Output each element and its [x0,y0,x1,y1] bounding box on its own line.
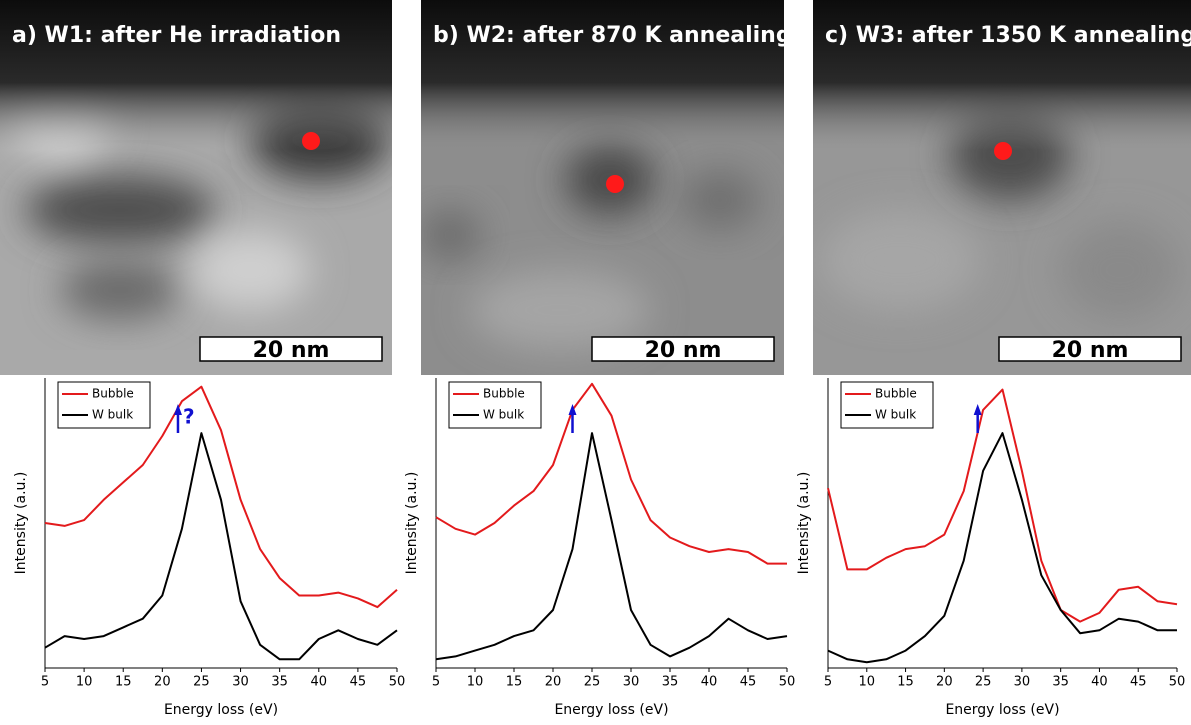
x-tick-label: 5 [41,675,49,690]
arrow-head [568,404,577,415]
x-tick-label: 25 [584,675,601,690]
x-tick-label: 40 [1091,675,1108,690]
spectrum-line [44,385,398,609]
panel-title: b) W2: after 870 K annealing [433,23,792,48]
x-tick-label: 5 [432,675,440,690]
x-axis-label: Energy loss (eV) [164,702,278,718]
x-tick-label: 30 [623,675,640,690]
x-tick-label: 30 [232,675,249,690]
x-tick-label: 15 [506,675,523,690]
probe-marker [302,132,320,150]
x-tick-label: 45 [740,675,757,690]
annotation: ? [183,405,195,429]
micrograph [0,0,392,375]
scale-bar-label: 20 nm [1052,338,1129,363]
legend-label: Bubble [875,387,917,401]
x-tick-label: 25 [193,675,210,690]
probe-marker [606,175,624,193]
x-tick-label: 10 [467,675,484,690]
x-tick-label: 35 [271,675,288,690]
legend-box [448,381,542,429]
legend-label: Bubble [92,387,134,401]
x-tick-label: 30 [1014,675,1031,690]
scale-bar [998,336,1182,362]
legend-label: W bulk [92,408,133,422]
x-tick-label: 20 [936,675,953,690]
x-axis-label: Energy loss (eV) [554,702,668,718]
x-tick-label: 20 [545,675,562,690]
image-top-dark [421,0,784,375]
x-tick-label: 20 [154,675,171,690]
arrow-head [973,404,982,415]
spectrum-line [827,432,1177,664]
micrograph [813,0,1191,375]
scale-bar-label: 20 nm [645,338,722,363]
panel-title: a) W1: after He irradiation [12,23,341,48]
x-tick-label: 5 [824,675,832,690]
x-tick-label: 10 [76,675,93,690]
x-tick-label: 50 [1169,675,1186,690]
spectrum-line [435,432,788,661]
x-tick-label: 40 [701,675,718,690]
image-top-dark [0,0,392,375]
x-tick-label: 35 [662,675,679,690]
probe-marker [994,142,1012,160]
scale-bar [591,336,775,362]
micrograph [421,0,784,375]
legend-label: Bubble [483,387,525,401]
x-tick-label: 35 [1052,675,1069,690]
x-tick-label: 50 [779,675,796,690]
x-tick-label: 15 [115,675,132,690]
panel-title: c) W3: after 1350 K annealing [825,23,1191,48]
spectrum-line [827,388,1178,623]
scale-bar [199,336,383,362]
x-tick-label: 45 [1130,675,1147,690]
x-tick-label: 25 [975,675,992,690]
legend-box [840,381,934,429]
spectrum-line [44,432,398,661]
y-axis-label: Intensity (a.u.) [13,472,29,575]
x-tick-label: 45 [350,675,367,690]
x-tick-label: 10 [859,675,876,690]
x-tick-label: 50 [389,675,406,690]
legend-label: W bulk [875,408,916,422]
spectrum-line [435,382,787,565]
arrow-head [173,404,182,415]
image-top-dark [813,0,1191,375]
scale-bar-label: 20 nm [253,338,330,363]
legend-box [57,381,151,429]
y-axis-label: Intensity (a.u.) [404,472,420,575]
y-axis-label: Intensity (a.u.) [796,472,812,575]
legend-label: W bulk [483,408,524,422]
x-tick-label: 40 [311,675,328,690]
x-tick-label: 15 [897,675,914,690]
x-axis-label: Energy loss (eV) [945,702,1059,718]
